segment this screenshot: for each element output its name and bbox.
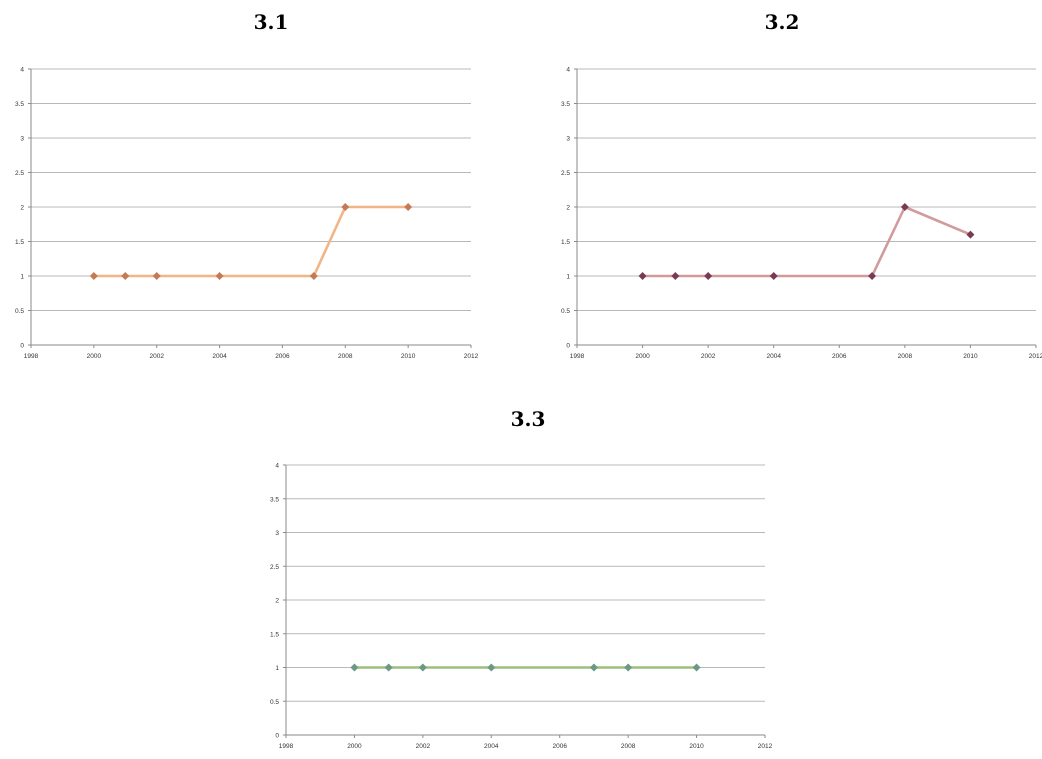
data-point-marker [404,203,413,211]
panel-title-3-3: 3.3 [510,407,546,431]
x-tick-label: 2008 [338,353,353,360]
x-tick-label: 2000 [635,353,650,360]
data-point-marker [704,272,713,280]
x-tick-label: 2010 [689,743,704,750]
data-point-marker [769,272,778,280]
x-tick-label: 2002 [701,353,716,360]
y-tick-label: 2.5 [270,564,279,571]
y-tick-label: 1 [275,665,279,672]
y-tick-label: 2 [566,205,570,212]
data-point-marker [868,272,877,280]
x-tick-label: 2008 [898,353,913,360]
y-tick-label: 3 [275,530,279,537]
chart-3-3: 0 0.5 1 1.5 2 2.5 3 3.5 4 1998 2000 2002 2004 2006 200… [270,463,773,751]
data-point-marker [215,272,224,280]
y-tick-label: 0 [275,733,279,740]
x-tick-label: 2010 [963,353,978,360]
data-point-marker [589,663,598,672]
y-tick-label: 4 [20,67,24,74]
data-point-marker [309,272,318,280]
y-tick-label: 1.5 [270,631,279,638]
x-tick-label: 2000 [347,743,362,750]
y-tick-label: 2.5 [561,170,570,177]
x-tick-label: 2002 [149,353,164,360]
y-tick-label: 1 [20,274,24,281]
x-tick-label: 2004 [212,353,227,360]
data-point-marker [671,272,680,280]
x-tick-label: 2004 [484,743,499,750]
data-point-marker [900,203,909,211]
data-point-marker [121,272,130,280]
data-point-marker [341,203,350,211]
x-tick-label: 1998 [24,353,39,360]
x-tick-label: 2002 [416,743,431,750]
y-tick-label: 1.5 [561,239,570,246]
y-tick-label: 3 [20,136,24,143]
y-tick-label: 0 [20,343,24,350]
x-tick-label: 2000 [87,353,102,360]
y-tick-label: 0 [566,343,570,350]
data-point-marker [624,663,633,672]
y-tick-label: 3 [566,136,570,143]
y-tick-label: 0.5 [15,308,24,315]
x-tick-label: 2004 [766,353,781,360]
y-tick-label: 2 [275,598,279,605]
y-tick-label: 4 [275,463,279,470]
data-point-marker [384,663,393,672]
y-tick-label: 1 [566,274,570,281]
y-tick-label: 0.5 [561,308,570,315]
x-tick-label: 2006 [832,353,847,360]
y-tick-label: 4 [566,67,570,74]
y-tick-label: 1.5 [15,239,24,246]
x-tick-label: 2012 [758,743,773,750]
y-tick-label: 3.5 [15,101,24,108]
data-point-marker [89,272,98,280]
data-point-marker [350,663,359,672]
x-tick-label: 1998 [279,743,294,750]
x-tick-label: 2012 [1029,353,1042,360]
panel-title-3-2: 3.2 [764,10,800,34]
x-tick-label: 1998 [570,353,585,360]
data-point-marker [966,230,975,239]
data-point-marker [487,663,496,672]
y-tick-label: 2.5 [15,170,24,177]
x-tick-label: 2006 [552,743,567,750]
x-tick-label: 2010 [401,353,416,360]
data-point-marker [152,272,161,280]
x-tick-label: 2012 [464,353,479,360]
y-tick-label: 3.5 [270,496,279,503]
y-tick-label: 2 [20,205,24,212]
chart-3-1: 0 0.5 1 1.5 2 2.5 3 3.5 4 1998 2000 2002 2004 2006 200… [15,67,479,361]
x-tick-label: 2006 [275,353,290,360]
chart-3-2: 0 0.5 1 1.5 2 2.5 3 3.5 4 1998 2000 2002 2004 2006 200… [561,67,1042,361]
panel-title-3-1: 3.1 [253,10,289,34]
data-point-marker [418,663,427,672]
x-tick-label: 2008 [621,743,636,750]
data-point-marker [638,272,647,280]
y-tick-label: 3.5 [561,101,570,108]
data-point-marker [692,663,701,672]
y-tick-label: 0.5 [270,699,279,706]
